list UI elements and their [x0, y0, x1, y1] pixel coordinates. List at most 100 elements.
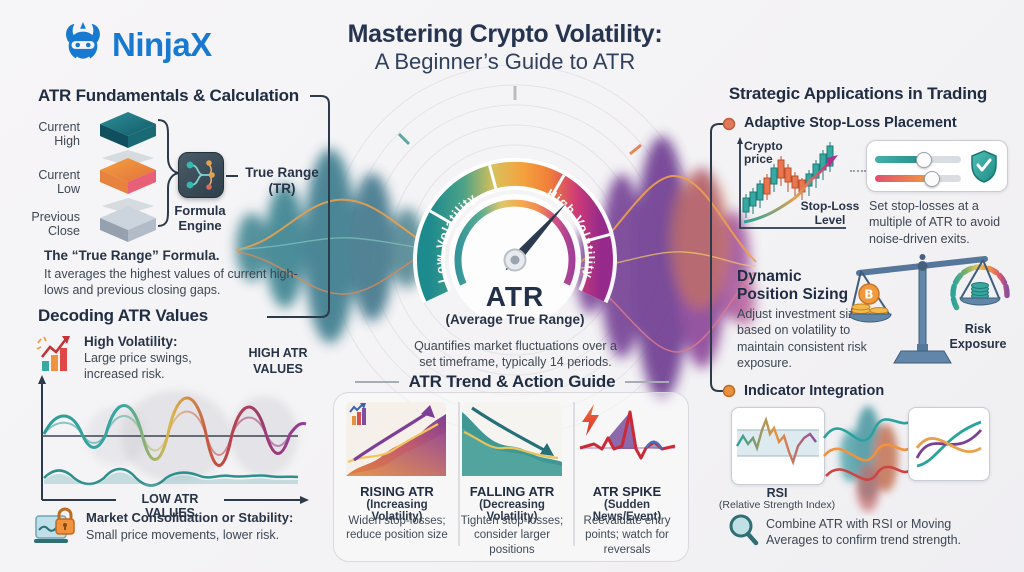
high-volatility-title: High Volatility: — [84, 334, 178, 349]
market-stability-title: Market Consolidation or Stability: — [86, 510, 294, 525]
heading-line-right — [625, 381, 670, 383]
risk-exposure-label: Risk Exposure — [949, 322, 1007, 351]
shield-check-icon — [971, 150, 997, 183]
slider-2[interactable] — [875, 171, 961, 187]
market-stability-desc: Small price movements, lower risk. — [86, 528, 280, 542]
left-pan — [848, 313, 892, 323]
card1-desc: Widen stop-losses; reduce position size — [346, 515, 448, 542]
echo-wave — [43, 410, 291, 456]
card2-title: FALLING ATR — [469, 484, 555, 499]
high-amplitude-wave — [42, 396, 307, 467]
gauge-subtitle: (Average True Range) — [445, 312, 585, 327]
current-high-box — [100, 112, 156, 148]
card3-desc: Reevaluate entry points; watch for rever… — [583, 515, 671, 556]
atr-wave-chart — [38, 375, 309, 504]
input-label-current-low: Current Low — [38, 168, 80, 197]
gauge-arc — [417, 161, 613, 302]
right-bracket-connector — [710, 117, 736, 398]
tick-teal — [397, 132, 411, 146]
indicator-wave-decor — [822, 406, 911, 512]
bar-chart-up-icon — [349, 403, 366, 425]
dotted-connector — [850, 170, 866, 172]
risk-gauge-arc — [950, 264, 1010, 311]
moving-averages-panel — [908, 407, 990, 481]
indicator-heading: Indicator Integration — [744, 383, 885, 399]
position-sizing-heading-line1: Dynamic — [737, 268, 802, 285]
market-stability-icon — [34, 507, 75, 543]
risk-sliders-panel — [866, 140, 1008, 192]
bullet-stop-loss — [722, 117, 736, 131]
position-sizing-heading: Dynamic Position Sizing — [737, 268, 848, 305]
low-atr-values-label: LOW ATR VALUES — [141, 492, 199, 520]
slider-2-knob[interactable] — [924, 171, 941, 187]
action-guide-heading-row: ATR Trend & Action Guide — [350, 372, 674, 392]
previous-close-box — [100, 206, 156, 242]
formula-title: The “True Range” Formula. — [44, 248, 220, 263]
high-volatility-icon — [36, 336, 70, 371]
candles — [742, 142, 834, 218]
card2-desc: Tighten stop-losses; consider larger pos… — [460, 515, 564, 556]
rsi-label: RSI — [766, 486, 788, 500]
card3-subtitle: (Sudden News/Event) — [592, 499, 662, 523]
position-sizing-desc: Adjust investment size based on volatili… — [737, 307, 867, 370]
formula-engine-label: Formula Engine — [174, 203, 226, 233]
card1-title: RISING ATR — [360, 484, 434, 499]
stop-loss-heading: Adaptive Stop-Loss Placement — [744, 115, 957, 131]
atr-spike-illustration — [579, 404, 676, 460]
atr-gauge: Low Volatility High Volatility — [413, 157, 617, 318]
fundamentals-heading: ATR Fundamentals & Calculation — [38, 86, 299, 105]
teal-coins — [971, 282, 989, 300]
high-atr-values-label: HIGH ATR VALUES — [248, 346, 308, 376]
indicator-tip: Combine ATR with RSI or Moving Averages … — [766, 517, 962, 548]
stop-loss-desc: Set stop-losses at a multiple of ATR to … — [869, 199, 1001, 246]
gauge-title: ATR — [485, 281, 545, 312]
true-range-label: True Range (TR) — [245, 165, 319, 197]
rising-atr-illustration — [346, 402, 446, 476]
low-amplitude-wave — [43, 467, 299, 487]
brand-logo: NinjaX — [60, 22, 212, 68]
svg-text:B: B — [864, 288, 873, 302]
slider-1-knob[interactable] — [916, 152, 933, 168]
rsi-sublabel: (Relative Strength Index) — [718, 499, 836, 511]
bitcoin-icon — [858, 283, 880, 305]
dash-connector — [226, 175, 238, 177]
brand-name: NinjaX — [112, 26, 212, 63]
title-line2: A Beginner’s Guide to ATR — [374, 49, 636, 74]
rsi-line — [735, 416, 817, 466]
stop-loss-curve — [743, 158, 834, 224]
balance-scale-illustration: B — [848, 254, 1010, 364]
bullet-indicator — [722, 384, 736, 398]
input-label-current-high: Current High — [38, 120, 80, 149]
slider-1[interactable] — [875, 152, 961, 168]
high-volatility-desc: Large price swings, increased risk. — [84, 351, 192, 382]
decoding-heading: Decoding ATR Values — [38, 306, 209, 325]
lightning-icon — [582, 404, 599, 436]
stop-loss-level-label: Stop-Loss Level — [800, 199, 860, 227]
gauge-desc: Quantifies market fluctuations over a se… — [414, 339, 617, 370]
crypto-price-label: Crypto price — [744, 139, 783, 167]
scale-base — [893, 350, 952, 364]
formula-engine-icon — [178, 152, 224, 198]
falling-atr-illustration — [462, 402, 562, 476]
magnifier-icon — [729, 514, 759, 546]
title-line1: Mastering Crypto Volatility: — [347, 20, 663, 48]
card3-title: ATR SPIKE — [592, 484, 662, 499]
card2-subtitle: (Decreasing Volatility) — [479, 499, 545, 523]
action-guide-heading: ATR Trend & Action Guide — [408, 372, 616, 391]
heading-line-left — [354, 381, 399, 383]
position-sizing-heading-line2: Position Sizing — [737, 286, 849, 304]
page-title: Mastering Crypto Volatility: A Beginner’… — [290, 20, 720, 75]
candlestick-chart — [737, 137, 846, 229]
current-low-box — [100, 158, 156, 194]
rsi-panel — [731, 407, 825, 485]
tick-coral — [629, 143, 642, 156]
applications-heading: Strategic Applications in Trading — [728, 84, 988, 103]
card1-subtitle: (Increasing Volatility) — [366, 499, 428, 523]
card-divider-1 — [458, 402, 460, 546]
input-label-previous-close: Previous Close — [31, 210, 80, 239]
price-layers-illustration — [100, 112, 156, 242]
formula-desc: It averages the highest values of curren… — [44, 267, 298, 298]
right-pan — [959, 297, 1001, 306]
gauge-inner-ring — [454, 199, 576, 286]
